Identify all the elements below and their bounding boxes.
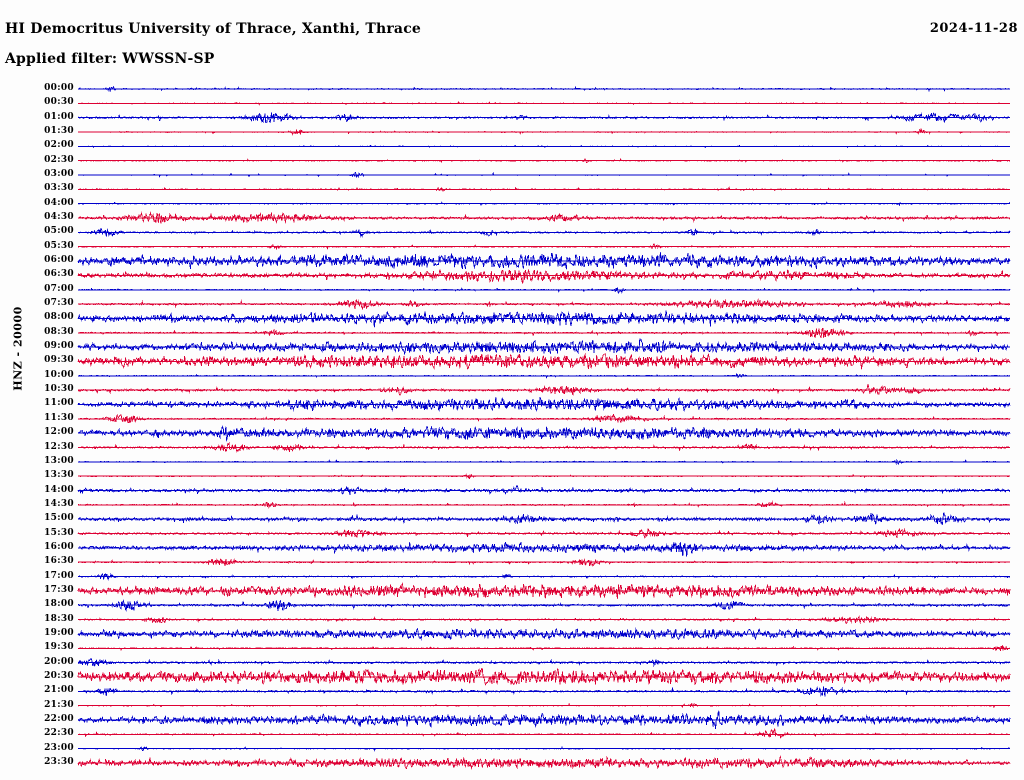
- time-label-00-30: 00:30: [44, 97, 74, 108]
- time-label-23-00: 23:00: [44, 742, 74, 753]
- applied-filter-label: Applied filter: WWSSN-SP: [5, 51, 215, 67]
- seismic-trace-row: [77, 352, 1011, 370]
- time-label-01-30: 01:30: [44, 126, 74, 137]
- time-label-17-00: 17:00: [44, 570, 74, 581]
- seismic-trace-row: [77, 709, 1011, 729]
- time-label-09-00: 09:00: [44, 341, 74, 352]
- time-label-17-30: 17:30: [44, 584, 74, 595]
- time-label-02-00: 02:00: [44, 140, 74, 151]
- time-label-01-00: 01:00: [44, 111, 74, 122]
- time-label-14-00: 14:00: [44, 484, 74, 495]
- time-label-13-00: 13:00: [44, 455, 74, 466]
- time-label-03-00: 03:00: [44, 169, 74, 180]
- time-label-04-30: 04:30: [44, 212, 74, 223]
- seismic-trace-row: [77, 541, 1011, 557]
- seismic-trace-row: [77, 112, 1011, 124]
- time-label-07-30: 07:30: [44, 298, 74, 309]
- time-label-22-30: 22:30: [44, 728, 74, 739]
- seismic-trace-row: [77, 269, 1011, 285]
- page-title: HI Democritus University of Thrace, Xant…: [5, 21, 422, 37]
- time-label-21-30: 21:30: [44, 699, 74, 710]
- time-label-18-30: 18:30: [44, 613, 74, 624]
- date-label: 2024-11-28: [929, 21, 1018, 36]
- time-label-18-00: 18:00: [44, 599, 74, 610]
- time-label-21-00: 21:00: [44, 685, 74, 696]
- time-label-07-00: 07:00: [44, 283, 74, 294]
- time-label-23-30: 23:30: [44, 756, 74, 767]
- time-label-14-30: 14:30: [44, 498, 74, 509]
- seismic-trace-row: [77, 211, 1011, 224]
- time-label-19-30: 19:30: [44, 642, 74, 653]
- seismic-trace-row: [77, 383, 1011, 396]
- seismic-trace-row: [77, 615, 1011, 625]
- time-label-09-30: 09:30: [44, 355, 74, 366]
- time-label-00-00: 00:00: [44, 83, 74, 93]
- seismic-trace-row: [77, 512, 1011, 526]
- trace-canvas: [77, 85, 1011, 770]
- seismic-trace-row: [77, 667, 1011, 686]
- time-label-11-00: 11:00: [44, 398, 74, 409]
- time-label-08-00: 08:00: [44, 312, 74, 323]
- time-label-15-00: 15:00: [44, 513, 74, 524]
- seismic-trace-row: [77, 627, 1011, 641]
- time-label-08-30: 08:30: [44, 326, 74, 337]
- seismic-trace-row: [77, 425, 1011, 442]
- time-label-10-00: 10:00: [44, 369, 74, 380]
- time-label-12-30: 12:30: [44, 441, 74, 452]
- time-label-20-30: 20:30: [44, 670, 74, 681]
- time-label-11-30: 11:30: [44, 412, 74, 423]
- seismic-trace-row: [77, 338, 1011, 356]
- time-label-16-30: 16:30: [44, 556, 74, 567]
- time-label-13-30: 13:30: [44, 470, 74, 481]
- time-label-19-00: 19:00: [44, 627, 74, 638]
- time-label-05-30: 05:30: [44, 240, 74, 251]
- time-label-04-00: 04:00: [44, 197, 74, 208]
- seismic-trace-row: [77, 252, 1011, 270]
- time-label-03-30: 03:30: [44, 183, 74, 194]
- time-label-20-00: 20:00: [44, 656, 74, 667]
- time-label-12-00: 12:00: [44, 427, 74, 438]
- seismic-trace-row: [77, 727, 1011, 740]
- time-label-02-30: 02:30: [44, 154, 74, 165]
- time-label-06-30: 06:30: [44, 269, 74, 280]
- time-label-05-00: 05:00: [44, 226, 74, 237]
- time-label-15-30: 15:30: [44, 527, 74, 538]
- time-label-10-30: 10:30: [44, 384, 74, 395]
- seismic-trace-row: [77, 395, 1011, 412]
- helicorder-plot: 00:00 00:30 01:00 01:30 02:00 02:30 03:00 03:30…: [0, 78, 1024, 778]
- time-label-16-00: 16:00: [44, 541, 74, 552]
- time-label-06-00: 06:00: [44, 255, 74, 266]
- time-label-22-00: 22:00: [44, 713, 74, 724]
